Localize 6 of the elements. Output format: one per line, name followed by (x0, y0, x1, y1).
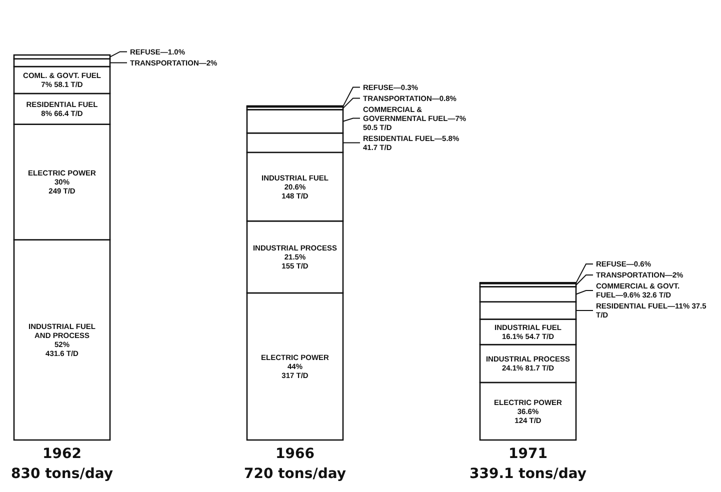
total-label: 720 tons/day (244, 466, 346, 482)
total-label: 830 tons/day (11, 466, 113, 482)
x-tick-label: 1971 (508, 446, 548, 462)
x-tick-label: 1962 (42, 446, 82, 462)
total-label: 339.1 tons/day (469, 466, 587, 482)
x-tick-label: 1966 (276, 446, 314, 462)
